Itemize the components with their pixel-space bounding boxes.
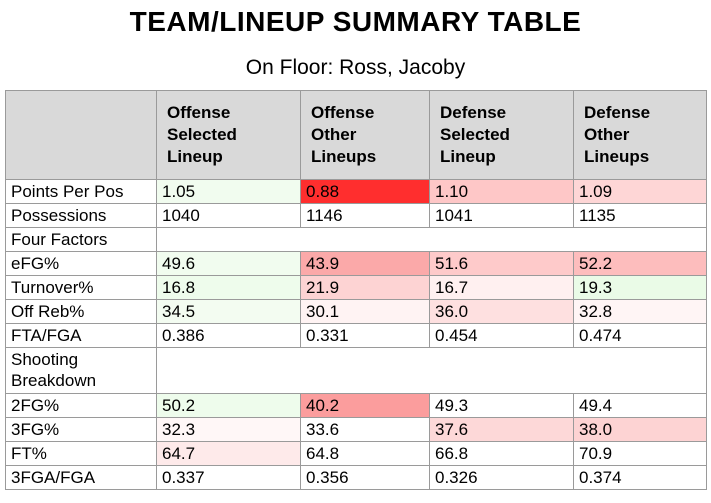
table-row: 2FG% 50.2 40.2 49.3 49.4	[5, 393, 707, 418]
value-cell: 0.326	[429, 465, 574, 490]
value-cell: 51.6	[429, 251, 574, 276]
section-row: Four Factors	[5, 227, 707, 252]
column-header-line: Lineup	[167, 147, 223, 166]
column-header-line: Lineups	[584, 147, 650, 166]
table-row: 3FGA/FGA 0.337 0.356 0.326 0.374	[5, 465, 707, 490]
column-header-line: Defense	[584, 103, 651, 122]
row-label: Turnover%	[5, 275, 157, 300]
value-cell: 40.2	[300, 393, 430, 418]
value-cell: 37.6	[429, 417, 574, 442]
value-cell: 1.09	[573, 179, 707, 204]
column-header-line: Other	[584, 125, 630, 144]
value-cell: 70.9	[573, 441, 707, 466]
page-title: TEAM/LINEUP SUMMARY TABLE	[129, 6, 582, 37]
value-cell: 33.6	[300, 417, 430, 442]
value-cell: 64.8	[300, 441, 430, 466]
value-cell: 1146	[300, 203, 430, 228]
value-cell: 38.0	[573, 417, 707, 442]
value-cell: 21.9	[300, 275, 430, 300]
value-cell: 30.1	[300, 299, 430, 324]
column-header-line: Selected	[440, 125, 510, 144]
header-row: Offense Selected Lineup Offense Other Lineups…	[5, 90, 707, 180]
value-cell: 0.337	[156, 465, 301, 490]
table-row: FT% 64.7 64.8 66.8 70.9	[5, 441, 707, 466]
row-label: eFG%	[5, 251, 157, 276]
row-label: 3FGA/FGA	[5, 465, 157, 490]
table-row: FTA/FGA 0.386 0.331 0.454 0.474	[5, 323, 707, 348]
row-label: Off Reb%	[5, 299, 157, 324]
table-row: Points Per Pos 1.05 0.88 1.10 1.09	[5, 179, 707, 204]
section-spacer-cell	[156, 227, 707, 252]
value-cell: 49.4	[573, 393, 707, 418]
column-header: Defense Other Lineups	[573, 90, 707, 180]
value-cell: 0.331	[300, 323, 430, 348]
value-cell: 66.8	[429, 441, 574, 466]
section-row: Shooting Breakdown	[5, 347, 707, 394]
column-header: Offense Selected Lineup	[156, 90, 301, 180]
value-cell: 16.7	[429, 275, 574, 300]
value-cell: 0.88	[300, 179, 430, 204]
table-header: Offense Selected Lineup Offense Other Lineups…	[5, 90, 707, 180]
value-cell: 0.474	[573, 323, 707, 348]
value-cell: 1040	[156, 203, 301, 228]
header-corner-cell	[5, 90, 157, 180]
value-cell: 1135	[573, 203, 707, 228]
value-cell: 52.2	[573, 251, 707, 276]
column-header-line: Offense	[311, 103, 375, 122]
value-cell: 34.5	[156, 299, 301, 324]
value-cell: 43.9	[300, 251, 430, 276]
value-cell: 49.3	[429, 393, 574, 418]
column-header-line: Other	[311, 125, 357, 144]
table-row: eFG% 49.6 43.9 51.6 52.2	[5, 251, 707, 276]
value-cell: 1.05	[156, 179, 301, 204]
column-header-line: Defense	[440, 103, 507, 122]
table-body: Points Per Pos 1.05 0.88 1.10 1.09 Possession…	[5, 179, 707, 490]
row-label: FT%	[5, 441, 157, 466]
column-header: Defense Selected Lineup	[429, 90, 574, 180]
summary-table: Offense Selected Lineup Offense Other Lineups…	[5, 90, 707, 490]
column-header-line: Lineups	[311, 147, 377, 166]
value-cell: 32.8	[573, 299, 707, 324]
value-cell: 0.386	[156, 323, 301, 348]
value-cell: 64.7	[156, 441, 301, 466]
column-header-line: Lineup	[440, 147, 496, 166]
value-cell: 32.3	[156, 417, 301, 442]
value-cell: 50.2	[156, 393, 301, 418]
value-cell: 19.3	[573, 275, 707, 300]
table-row: 3FG% 32.3 33.6 37.6 38.0	[5, 417, 707, 442]
page-subtitle: On Floor: Ross, Jacoby	[245, 56, 466, 79]
value-cell: 36.0	[429, 299, 574, 324]
column-header-line: Selected	[167, 125, 237, 144]
section-label: Shooting Breakdown	[5, 347, 157, 394]
table-row: Possessions 1040 1146 1041 1135	[5, 203, 707, 228]
value-cell: 49.6	[156, 251, 301, 276]
row-label: Possessions	[5, 203, 157, 228]
section-spacer-cell	[156, 347, 707, 394]
column-header-line: Offense	[167, 103, 231, 122]
row-label: 2FG%	[5, 393, 157, 418]
value-cell: 0.356	[300, 465, 430, 490]
table-row: Off Reb% 34.5 30.1 36.0 32.8	[5, 299, 707, 324]
value-cell: 16.8	[156, 275, 301, 300]
value-cell: 1.10	[429, 179, 574, 204]
section-label: Four Factors	[5, 227, 157, 252]
column-header: Offense Other Lineups	[300, 90, 430, 180]
value-cell: 1041	[429, 203, 574, 228]
row-label: 3FG%	[5, 417, 157, 442]
row-label: FTA/FGA	[5, 323, 157, 348]
value-cell: 0.454	[429, 323, 574, 348]
value-cell: 0.374	[573, 465, 707, 490]
row-label: Points Per Pos	[5, 179, 157, 204]
table-row: Turnover% 16.8 21.9 16.7 19.3	[5, 275, 707, 300]
